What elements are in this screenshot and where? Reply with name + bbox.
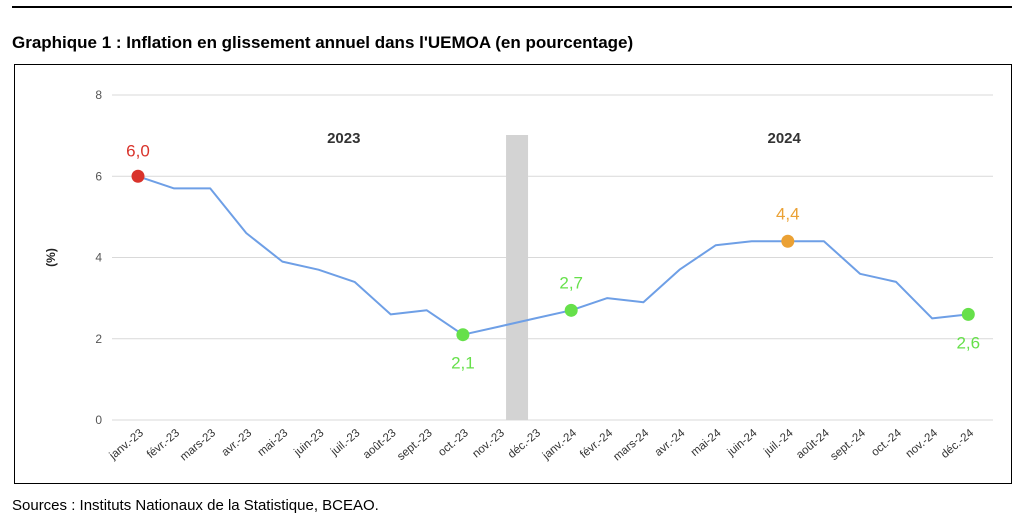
top-rule: [12, 6, 1012, 8]
x-tick-label: juin-24: [725, 427, 760, 459]
y-tick-label: 4: [95, 251, 102, 265]
y-tick-label: 0: [95, 413, 102, 427]
y-tick-label: 6: [95, 169, 102, 183]
y-tick-label: 8: [95, 88, 102, 102]
year-label-2023: 2023: [327, 130, 360, 147]
x-tick-label: janv.-23: [107, 427, 146, 463]
x-tick-label: août-24: [794, 427, 832, 462]
x-tick-label: sept.-23: [395, 427, 435, 463]
source-note: Sources : Instituts Nationaux de la Stat…: [12, 497, 379, 514]
chart-frame: 0 2 4 6 8 (%) 2023 2024 6,0 2,1 2,7 4,4 2,6 janv.-23 f…: [14, 64, 1012, 484]
x-tick-label: janv.-24: [540, 427, 580, 463]
x-tick-label: nov.-24: [904, 427, 941, 461]
y-tick-label: 2: [95, 332, 102, 346]
chart-title: Graphique 1 : Inflation en glissement an…: [12, 33, 634, 52]
data-label: 6,0: [126, 141, 150, 160]
year-label-2024: 2024: [768, 130, 802, 147]
y-axis-label: (%): [44, 248, 58, 267]
x-tick-label: juil.-23: [328, 427, 362, 459]
x-tick-label: nov.-23: [470, 427, 506, 460]
year-separator-bar: [506, 135, 529, 420]
data-label: 2,6: [956, 333, 980, 352]
x-tick-label: juil.-24: [761, 427, 796, 459]
data-label: 2,1: [451, 354, 475, 373]
x-tick-label: août-23: [361, 427, 399, 461]
highlight-point: [781, 234, 795, 248]
x-tick-label: mai-24: [689, 427, 724, 459]
x-tick-label: mai-23: [256, 427, 291, 459]
highlight-point: [131, 169, 145, 183]
x-tick-label: juin-23: [291, 427, 326, 459]
x-tick-label: mars-24: [611, 427, 651, 464]
data-label: 2,7: [559, 273, 583, 292]
x-tick-label: oct.-24: [869, 427, 904, 459]
data-label: 4,4: [776, 204, 800, 223]
highlight-point: [564, 303, 578, 317]
x-tick-label: mars-23: [178, 427, 218, 463]
x-tick-label: avr.-24: [653, 427, 688, 459]
x-tick-label: oct.-23: [436, 427, 471, 459]
x-tick-label: févr.-24: [578, 427, 616, 461]
x-tick-label: déc.-23: [506, 427, 543, 461]
series-line-0: [137, 175, 969, 336]
highlight-point: [456, 328, 470, 342]
highlight-point: [961, 307, 975, 321]
x-tick-label: févr.-23: [145, 427, 182, 461]
x-tick-label: déc.-24: [939, 427, 977, 461]
x-tick-label: avr.-23: [220, 427, 255, 459]
x-tick-label: sept.-24: [828, 427, 868, 463]
